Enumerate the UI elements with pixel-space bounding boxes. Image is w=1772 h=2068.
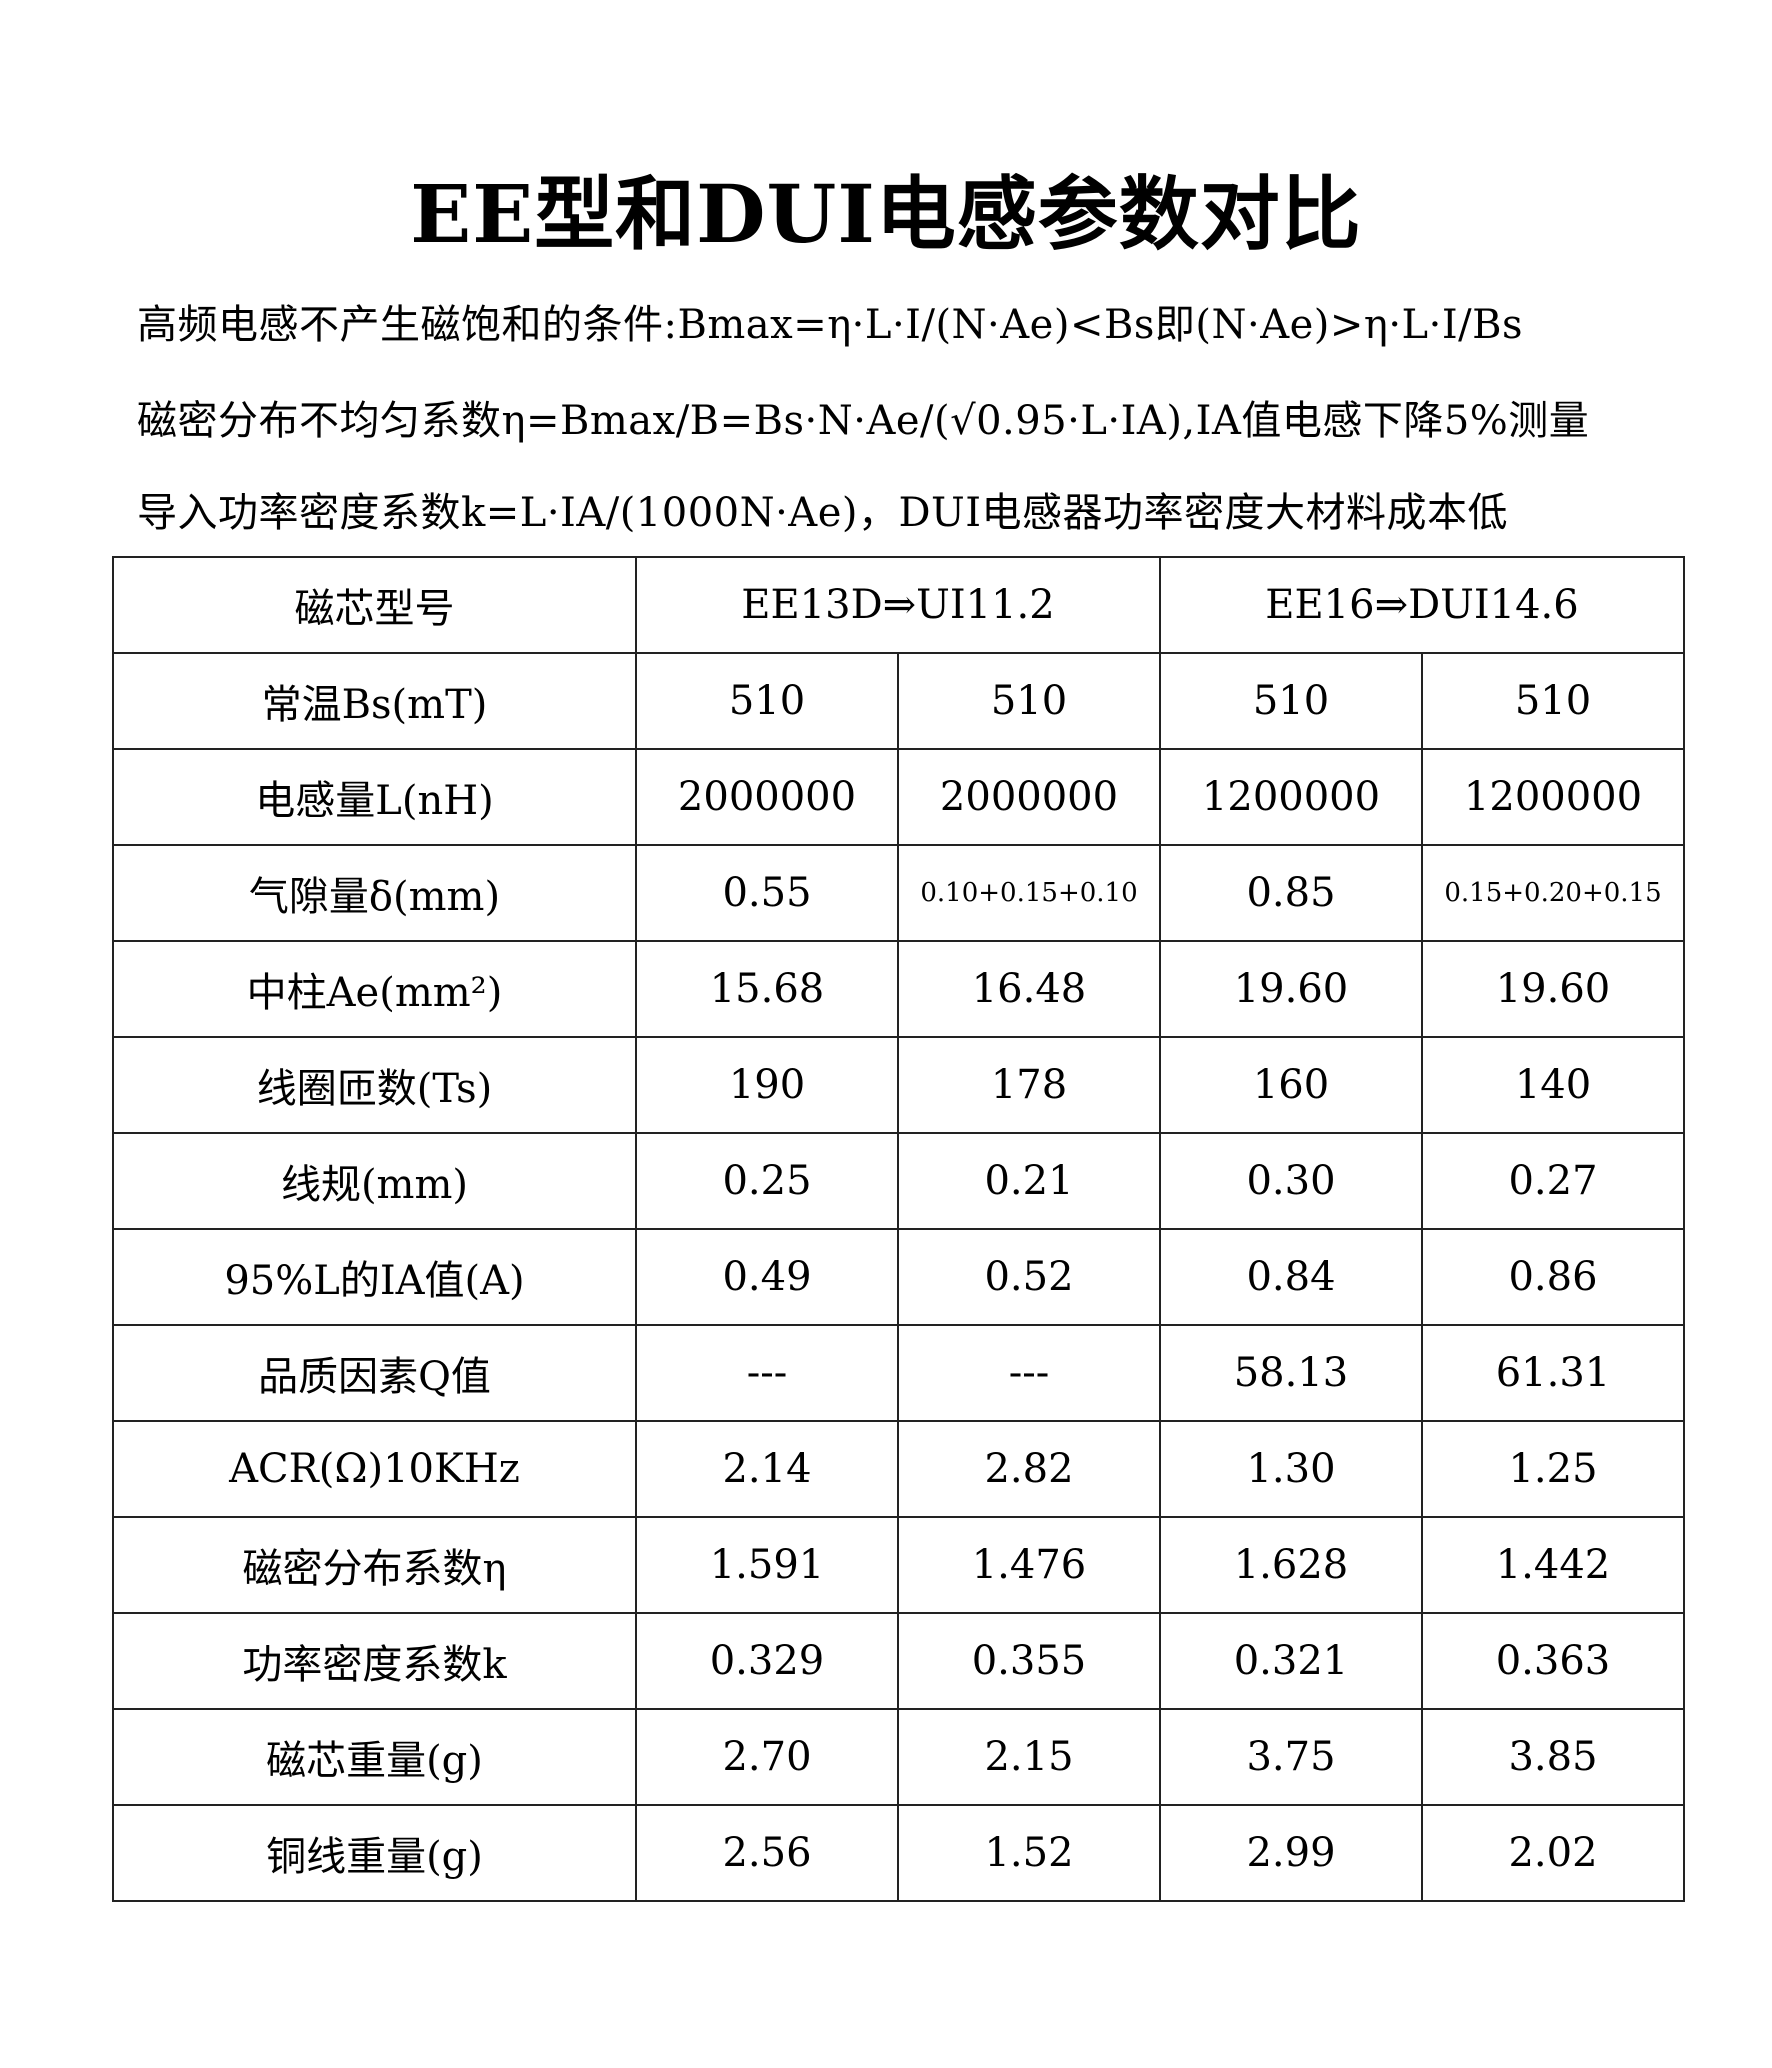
table-cell: 510 [635, 652, 899, 750]
table-row: 磁芯重量(g) 2.70 2.15 3.75 3.85 [112, 1708, 1685, 1806]
table-cell: 0.21 [897, 1132, 1161, 1230]
table-cell: 61.31 [1421, 1324, 1685, 1422]
table-cell: 0.49 [635, 1228, 899, 1326]
table-cell: 1.442 [1421, 1516, 1685, 1614]
table-cell: 0.86 [1421, 1228, 1685, 1326]
table-cell: 2000000 [635, 748, 899, 846]
table-cell: 0.10+0.15+0.10 [897, 844, 1161, 942]
table-cell: 0.52 [897, 1228, 1161, 1326]
table-row: 磁密分布系数η 1.591 1.476 1.628 1.442 [112, 1516, 1685, 1614]
table-cell: 0.363 [1421, 1612, 1685, 1710]
table-header-row: 磁芯型号 EE13D⇒UI11.2 EE16⇒DUI14.6 [112, 556, 1685, 654]
table-cell: 19.60 [1159, 940, 1423, 1038]
row-label: 中柱Ae(mm²) [112, 940, 637, 1038]
table-cell: 1.30 [1159, 1420, 1423, 1518]
table-cell: 510 [1159, 652, 1423, 750]
table-row: 中柱Ae(mm²) 15.68 16.48 19.60 19.60 [112, 940, 1685, 1038]
table-cell: 1200000 [1159, 748, 1423, 846]
row-label: 功率密度系数k [112, 1612, 637, 1710]
table-cell: 2.14 [635, 1420, 899, 1518]
table-cell: 140 [1421, 1036, 1685, 1134]
row-label: 线圈匝数(Ts) [112, 1036, 637, 1134]
comparison-table: 磁芯型号 EE13D⇒UI11.2 EE16⇒DUI14.6 常温Bs(mT) 5… [112, 556, 1685, 1902]
table-cell: 0.55 [635, 844, 899, 942]
table-cell: 2.02 [1421, 1804, 1685, 1902]
table-cell: 0.30 [1159, 1132, 1423, 1230]
table-cell: --- [897, 1324, 1161, 1422]
table-cell: 0.84 [1159, 1228, 1423, 1326]
table-cell: 0.15+0.20+0.15 [1421, 844, 1685, 942]
table-cell: 2.99 [1159, 1804, 1423, 1902]
table-cell: 16.48 [897, 940, 1161, 1038]
table-cell: 2.70 [635, 1708, 899, 1806]
page-title: EE型和DUI电感参数对比 [410, 167, 1362, 261]
table-cell: 2.56 [635, 1804, 899, 1902]
table-row: ACR(Ω)10KHz 2.14 2.82 1.30 1.25 [112, 1420, 1685, 1518]
table-cell: 1.476 [897, 1516, 1161, 1614]
saturation-condition-text: 高频电感不产生磁饱和的条件:Bmax=η·L·I/(N·Ae)<Bs即(N·Ae… [137, 302, 1524, 348]
header-cell: EE13D⇒UI11.2 [635, 556, 1161, 654]
row-label: 铜线重量(g) [112, 1804, 637, 1902]
table-cell: 3.85 [1421, 1708, 1685, 1806]
table-row: 铜线重量(g) 2.56 1.52 2.99 2.02 [112, 1804, 1685, 1902]
table-cell: --- [635, 1324, 899, 1422]
table-cell: 0.321 [1159, 1612, 1423, 1710]
table-cell: 0.355 [897, 1612, 1161, 1710]
table-cell: 0.329 [635, 1612, 899, 1710]
row-label: 常温Bs(mT) [112, 652, 637, 750]
row-label: 磁芯重量(g) [112, 1708, 637, 1806]
table-cell: 15.68 [635, 940, 899, 1038]
table-cell: 0.27 [1421, 1132, 1685, 1230]
table-cell: 2000000 [897, 748, 1161, 846]
flux-distribution-text: 磁密分布不均匀系数η=Bmax/B=Bs·N·Ae/(√0.95·L·IA),I… [137, 398, 1590, 444]
table-row: 电感量L(nH) 2000000 2000000 1200000 1200000 [112, 748, 1685, 846]
table-cell: 58.13 [1159, 1324, 1423, 1422]
table-cell: 2.82 [897, 1420, 1161, 1518]
table-cell: 1.628 [1159, 1516, 1423, 1614]
table-cell: 3.75 [1159, 1708, 1423, 1806]
table-row: 95%L的IA值(A) 0.49 0.52 0.84 0.86 [112, 1228, 1685, 1326]
table-cell: 178 [897, 1036, 1161, 1134]
table-row: 线圈匝数(Ts) 190 178 160 140 [112, 1036, 1685, 1134]
table-cell: 1.52 [897, 1804, 1161, 1902]
table-cell: 1.591 [635, 1516, 899, 1614]
header-cell: EE16⇒DUI14.6 [1159, 556, 1685, 654]
header-cell: 磁芯型号 [112, 556, 637, 654]
table-cell: 19.60 [1421, 940, 1685, 1038]
row-label: 线规(mm) [112, 1132, 637, 1230]
row-label: 气隙量δ(mm) [112, 844, 637, 942]
power-density-text: 导入功率密度系数k=L·IA/(1000N·Ae)，DUI电感器功率密度大材料成… [137, 490, 1509, 536]
table-row: 功率密度系数k 0.329 0.355 0.321 0.363 [112, 1612, 1685, 1710]
table-cell: 510 [1421, 652, 1685, 750]
row-label: 电感量L(nH) [112, 748, 637, 846]
table-cell: 1.25 [1421, 1420, 1685, 1518]
row-label: 磁密分布系数η [112, 1516, 637, 1614]
table-cell: 0.25 [635, 1132, 899, 1230]
table-cell: 1200000 [1421, 748, 1685, 846]
row-label: 95%L的IA值(A) [112, 1228, 637, 1326]
table-cell: 190 [635, 1036, 899, 1134]
table-cell: 0.85 [1159, 844, 1423, 942]
table-cell: 160 [1159, 1036, 1423, 1134]
table-cell: 2.15 [897, 1708, 1161, 1806]
row-label: 品质因素Q值 [112, 1324, 637, 1422]
table-row: 线规(mm) 0.25 0.21 0.30 0.27 [112, 1132, 1685, 1230]
row-label: ACR(Ω)10KHz [112, 1420, 637, 1518]
table-row: 常温Bs(mT) 510 510 510 510 [112, 652, 1685, 750]
table-row: 气隙量δ(mm) 0.55 0.10+0.15+0.10 0.85 0.15+0.20+… [112, 844, 1685, 942]
table-row: 品质因素Q值 --- --- 58.13 61.31 [112, 1324, 1685, 1422]
table-cell: 510 [897, 652, 1161, 750]
